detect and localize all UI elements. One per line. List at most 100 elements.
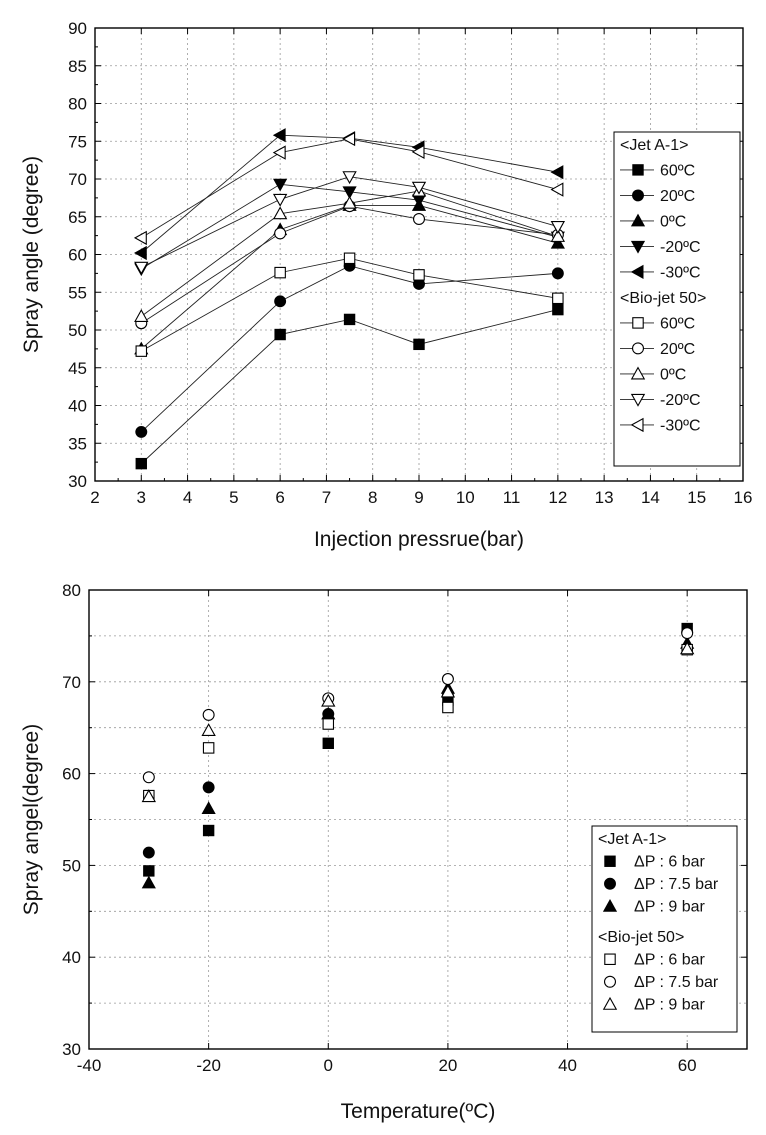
ticks: 2 3 4 5 6 7 8 9 10 11 12 13 14 15 16303540455055606570…	[68, 19, 752, 507]
data-point	[272, 193, 288, 207]
x-tick-label: 2	[90, 488, 99, 507]
legend-marker	[630, 417, 644, 433]
x-tick-label: 4	[183, 488, 192, 507]
y-tick-label: 40	[68, 397, 87, 416]
data-point	[551, 267, 564, 280]
legend-marker	[631, 342, 645, 355]
y-tick-label: 55	[68, 283, 87, 302]
x-tick-label: 5	[229, 488, 238, 507]
legend-marker	[630, 213, 646, 227]
x-tick-label: 40	[558, 1056, 577, 1075]
legend-marker	[603, 975, 617, 988]
series-bio-0	[135, 252, 564, 357]
legend-group-title: <Jet A-1>	[598, 831, 667, 848]
x-tick-label: 14	[641, 488, 660, 507]
legend-group-title: <Jet A-1>	[620, 137, 689, 154]
series-jet-1	[135, 259, 564, 438]
legend-entry-label: ΔP : 9 bar	[634, 899, 706, 916]
data-point	[411, 194, 427, 208]
data-point	[135, 425, 148, 438]
legend-entry-label: 60ºC	[660, 316, 695, 333]
legend-entry-label: 0ºC	[660, 367, 686, 384]
x-tick-label: 13	[595, 488, 614, 507]
data-point	[440, 684, 456, 698]
legend-marker	[630, 393, 646, 407]
series-jet-2	[134, 198, 565, 355]
legend-marker	[630, 366, 646, 380]
data-point	[550, 182, 564, 197]
y-tick-label: 70	[62, 673, 81, 692]
data-point	[134, 261, 149, 275]
legend-entry-label: ΔP : 6 bar	[634, 952, 706, 969]
x-axis-label: Temperature(ºC)	[341, 1100, 496, 1123]
series	[133, 128, 566, 470]
data-point	[272, 145, 286, 160]
data-point	[342, 186, 357, 200]
x-tick-label: -40	[77, 1056, 102, 1075]
legend-marker	[630, 240, 646, 254]
data-point	[322, 718, 335, 730]
series-jet-0	[135, 303, 564, 470]
series-line	[141, 257, 558, 352]
data-point	[273, 178, 288, 192]
legend-marker	[604, 855, 616, 867]
data-point	[135, 345, 148, 357]
legend-entry-label: -20ºC	[660, 392, 701, 409]
y-tick-label: 70	[68, 170, 87, 189]
series-bio-2	[134, 183, 566, 322]
y-tick-label: 30	[68, 472, 87, 491]
series-line	[140, 265, 558, 433]
legend-entry-label: ΔP : 7.5 bar	[634, 876, 719, 893]
x-tick-label: 0	[324, 1056, 333, 1075]
series-bio-1	[142, 627, 694, 784]
data-point	[202, 708, 215, 721]
series-bio-4	[133, 131, 564, 246]
legend-box	[613, 131, 741, 467]
data-point	[413, 269, 425, 281]
data-point	[342, 171, 357, 185]
data-point	[201, 801, 216, 814]
legend-entry-label: -30ºC	[660, 418, 701, 435]
series-bio-3	[134, 171, 566, 275]
ticks: -40 -20 0 20 40 60 30 40 50 60 70 80	[62, 581, 747, 1075]
x-tick-label: 10	[456, 488, 475, 507]
legend-marker	[632, 164, 644, 176]
legend-box	[591, 825, 738, 1033]
data-point	[550, 229, 566, 242]
y-tick-label: 35	[68, 434, 87, 453]
data-point	[321, 693, 336, 707]
chart-2: -40 -20 0 20 40 60 30 40 50 60 70 80 Temperature(ºC)…	[20, 581, 748, 1123]
series-line	[140, 309, 558, 464]
legend: <Jet A-1> ΔP : 6 bar ΔP : 7.5 bar ΔP : 9 ba…	[591, 825, 738, 1033]
x-tick-label: 6	[275, 488, 284, 507]
legend-marker	[604, 953, 616, 965]
y-tick-label: 75	[68, 132, 87, 151]
y-axis-label: Spray angel(degree)	[20, 724, 43, 915]
x-tick-label: 60	[678, 1056, 697, 1075]
x-tick-label: 9	[414, 488, 423, 507]
series-line	[140, 204, 558, 350]
y-tick-label: 80	[68, 95, 87, 114]
y-tick-label: 65	[68, 208, 87, 227]
y-tick-label: 50	[62, 856, 81, 875]
legend-entry-label: ΔP : 7.5 bar	[634, 974, 719, 991]
data-point	[681, 627, 694, 640]
data-point	[342, 131, 356, 147]
data-point	[143, 865, 155, 877]
legend-entry-label: -30ºC	[660, 265, 701, 282]
legend: <Jet A-1> 60ºC 20ºC 0ºC -20ºC -30ºC <Bio-jet …	[613, 131, 741, 467]
legend-entry-label: 0ºC	[660, 214, 686, 231]
x-tick-label: 8	[368, 488, 377, 507]
legend-marker	[632, 317, 644, 329]
data-point	[411, 181, 427, 195]
legend-entry-label: ΔP : 6 bar	[634, 854, 706, 871]
data-point	[412, 213, 426, 226]
x-axis-label: Injection pressrue(bar)	[314, 528, 524, 551]
data-point	[342, 195, 357, 209]
data-point	[274, 328, 286, 341]
x-tick-label: 15	[687, 488, 706, 507]
data-point	[441, 673, 454, 686]
data-point	[550, 165, 564, 180]
y-tick-label: 85	[68, 57, 87, 76]
